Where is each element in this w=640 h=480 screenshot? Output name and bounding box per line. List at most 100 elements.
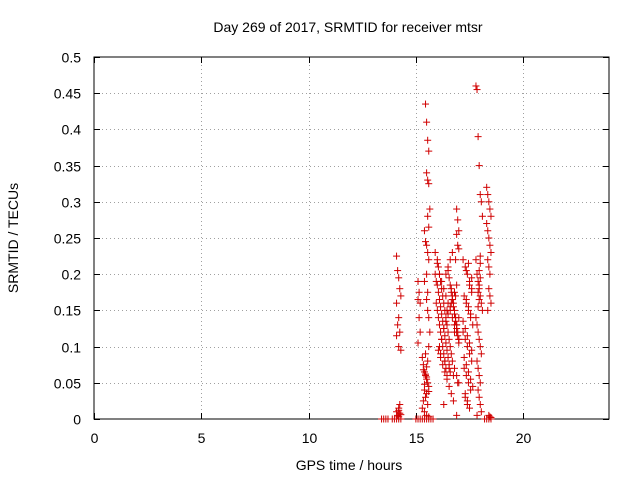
- data-point: [444, 328, 452, 336]
- x-tick-label: 5: [198, 430, 206, 446]
- y-axis-label: SRMTID / TECUs: [5, 183, 21, 293]
- data-point: [476, 379, 484, 387]
- data-point: [483, 183, 491, 191]
- data-point: [449, 397, 457, 405]
- data-point: [438, 335, 446, 343]
- data-point: [451, 328, 458, 336]
- data-point: [396, 401, 404, 409]
- data-point: [448, 296, 456, 304]
- data-point: [478, 212, 486, 220]
- x-tick-label: 20: [516, 430, 532, 446]
- data-point: [473, 321, 481, 329]
- data-point: [441, 332, 449, 340]
- data-point: [425, 180, 433, 188]
- data-point: [414, 296, 422, 304]
- data-point: [424, 379, 432, 387]
- data-point: [433, 281, 441, 289]
- data-point: [424, 248, 432, 256]
- data-point: [453, 205, 461, 213]
- data-point: [420, 277, 428, 285]
- y-tick-label: 0.2: [62, 267, 82, 283]
- data-point: [486, 205, 494, 213]
- data-point: [484, 227, 492, 235]
- data-point: [440, 285, 448, 293]
- data-point: [455, 335, 463, 343]
- data-point: [418, 404, 426, 412]
- data-point: [448, 248, 456, 256]
- data-point: [397, 346, 405, 354]
- data-point: [425, 256, 433, 264]
- data-point: [476, 252, 484, 260]
- data-point: [426, 328, 434, 336]
- data-point: [461, 325, 469, 332]
- data-point: [477, 299, 485, 307]
- data-point: [416, 299, 424, 307]
- x-tick-label: 10: [302, 430, 318, 446]
- data-point: [461, 263, 469, 271]
- data-point: [425, 314, 433, 322]
- data-point: [446, 303, 454, 311]
- data-point: [394, 267, 402, 275]
- data-point: [452, 317, 460, 325]
- data-point: [474, 364, 482, 372]
- data-point: [425, 387, 433, 395]
- data-point: [459, 256, 467, 264]
- data-point: [462, 361, 470, 369]
- data-point: [419, 366, 427, 374]
- data-point: [431, 248, 439, 256]
- data-point: [461, 335, 469, 343]
- data-point: [472, 82, 480, 90]
- data-point: [425, 147, 433, 155]
- data-point: [452, 292, 460, 300]
- data-point: [477, 198, 485, 206]
- data-point: [434, 346, 442, 354]
- data-point: [477, 408, 485, 416]
- data-point: [435, 343, 443, 351]
- data-point: [475, 393, 483, 401]
- data-point: [396, 285, 404, 293]
- axis-ticks: [94, 57, 609, 420]
- chart-title: Day 269 of 2017, SRMTID for receiver mts…: [213, 19, 483, 35]
- data-point: [459, 328, 467, 336]
- data-point: [395, 274, 403, 282]
- data-point: [437, 303, 445, 311]
- data-point: [433, 259, 441, 267]
- data-point: [460, 292, 468, 300]
- data-point: [434, 263, 442, 271]
- data-point: [442, 339, 450, 347]
- data-point: [422, 100, 430, 108]
- data-point: [416, 328, 424, 336]
- data-point: [455, 245, 463, 253]
- data-point: [473, 357, 481, 365]
- data-point: [484, 256, 492, 264]
- data-point: [395, 314, 403, 322]
- data-point: [468, 346, 476, 354]
- data-point: [415, 314, 423, 322]
- data-point: [441, 357, 449, 365]
- data-point: [484, 306, 492, 314]
- data-point: [393, 332, 401, 340]
- data-point: [445, 364, 453, 372]
- data-point: [485, 234, 493, 242]
- data-point: [454, 241, 462, 249]
- data-point: [467, 386, 475, 394]
- data-point: [423, 296, 431, 304]
- data-point: [461, 390, 469, 398]
- data-point: [451, 288, 458, 296]
- data-point: [414, 277, 422, 285]
- data-point: [395, 343, 403, 351]
- data-point: [474, 328, 482, 336]
- data-point: [425, 223, 433, 231]
- y-tick-label: 0.45: [54, 86, 81, 102]
- data-point: [448, 357, 456, 365]
- data-point: [433, 306, 441, 314]
- plot-frame: [93, 56, 610, 420]
- data-point: [487, 212, 495, 220]
- data-point: [440, 325, 448, 332]
- data-point: [445, 274, 453, 282]
- data-point: [444, 263, 452, 271]
- y-tick-label: 0.05: [54, 376, 81, 392]
- data-point: [449, 372, 457, 380]
- data-point: [432, 299, 440, 307]
